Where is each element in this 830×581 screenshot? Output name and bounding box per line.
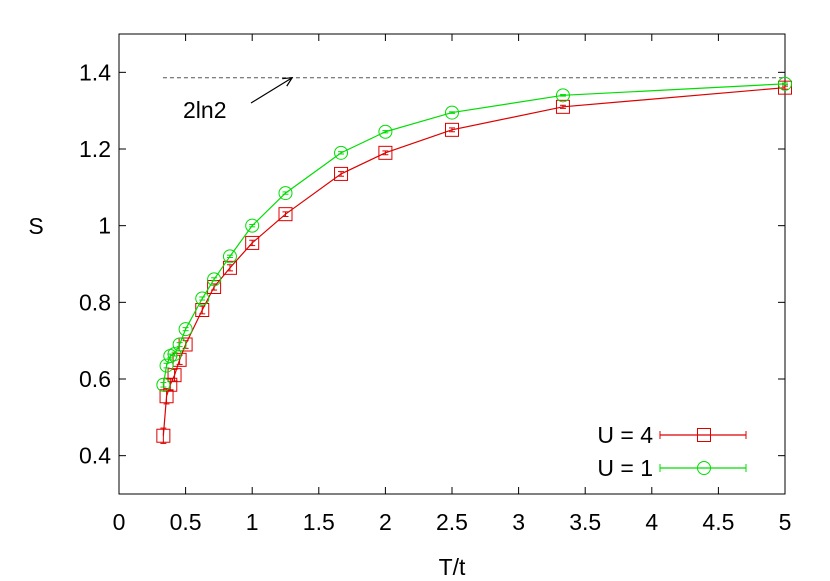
x-tick-labels: 0 0.5 1 1.5 2 2.5 3 3.5 4 4.5 5 bbox=[113, 509, 792, 535]
x-tick-label: 2.5 bbox=[436, 509, 468, 535]
series-line bbox=[162, 83, 786, 385]
data-point bbox=[207, 272, 222, 287]
x-tick-label: 4.5 bbox=[702, 509, 734, 535]
legend: U = 4 U = 1 bbox=[597, 422, 747, 481]
data-point bbox=[222, 249, 237, 264]
data-point bbox=[245, 218, 260, 233]
legend-label-u1: U = 1 bbox=[597, 455, 653, 481]
y-tick-label: 1.2 bbox=[79, 136, 111, 162]
data-point bbox=[555, 88, 570, 103]
x-tick-label: 4 bbox=[645, 509, 658, 535]
data-point bbox=[167, 347, 182, 362]
series-layer bbox=[156, 76, 792, 444]
legend-label-u4: U = 4 bbox=[597, 422, 653, 448]
data-point bbox=[156, 377, 171, 392]
x-tick-label: 1.5 bbox=[303, 509, 335, 535]
axis-ticks bbox=[118, 34, 786, 494]
data-point bbox=[378, 145, 393, 160]
y-tick-label: 1 bbox=[98, 213, 111, 239]
annotation-2ln2: 2ln2 bbox=[183, 97, 226, 123]
data-point bbox=[156, 428, 171, 443]
annotation-arrow bbox=[250, 77, 293, 104]
data-point bbox=[167, 368, 182, 383]
legend-marker bbox=[697, 428, 711, 442]
data-point bbox=[778, 76, 792, 91]
annotation-arrowhead bbox=[282, 76, 294, 87]
x-tick-label: 3.5 bbox=[569, 509, 601, 535]
x-tick-label: 0.5 bbox=[170, 509, 202, 535]
data-point bbox=[278, 207, 293, 222]
series-1 bbox=[156, 80, 792, 444]
legend-sample-u1 bbox=[659, 461, 747, 475]
y-tick-labels: 0.4 0.6 0.8 1 1.2 1.4 bbox=[79, 59, 111, 468]
x-tick-label: 2 bbox=[379, 509, 392, 535]
y-tick-label: 1.4 bbox=[79, 59, 111, 85]
x-tick-label: 1 bbox=[246, 509, 259, 535]
x-tick-label: 0 bbox=[113, 509, 126, 535]
data-point bbox=[778, 80, 792, 95]
x-axis-label: T/t bbox=[439, 554, 466, 580]
x-tick-label: 5 bbox=[779, 509, 792, 535]
legend-marker bbox=[697, 461, 711, 475]
data-point bbox=[334, 145, 349, 160]
y-tick-label: 0.6 bbox=[79, 366, 111, 392]
data-point bbox=[445, 122, 459, 137]
data-point bbox=[378, 124, 393, 139]
data-point bbox=[245, 235, 260, 250]
series-line bbox=[162, 87, 786, 436]
data-point bbox=[334, 166, 349, 181]
data-point bbox=[195, 291, 210, 306]
legend-sample-u4 bbox=[659, 428, 747, 442]
y-axis-label: S bbox=[28, 213, 43, 239]
data-point bbox=[172, 352, 187, 367]
data-point bbox=[278, 186, 293, 201]
data-point bbox=[555, 99, 570, 114]
data-point bbox=[172, 337, 187, 352]
series-2 bbox=[156, 76, 792, 392]
data-point bbox=[178, 322, 193, 337]
data-point bbox=[159, 358, 174, 373]
data-point bbox=[222, 260, 237, 275]
data-point bbox=[445, 105, 459, 120]
y-tick-label: 0.4 bbox=[79, 443, 111, 469]
y-tick-label: 0.8 bbox=[79, 289, 111, 315]
data-point bbox=[159, 389, 174, 404]
x-tick-label: 3 bbox=[512, 509, 525, 535]
